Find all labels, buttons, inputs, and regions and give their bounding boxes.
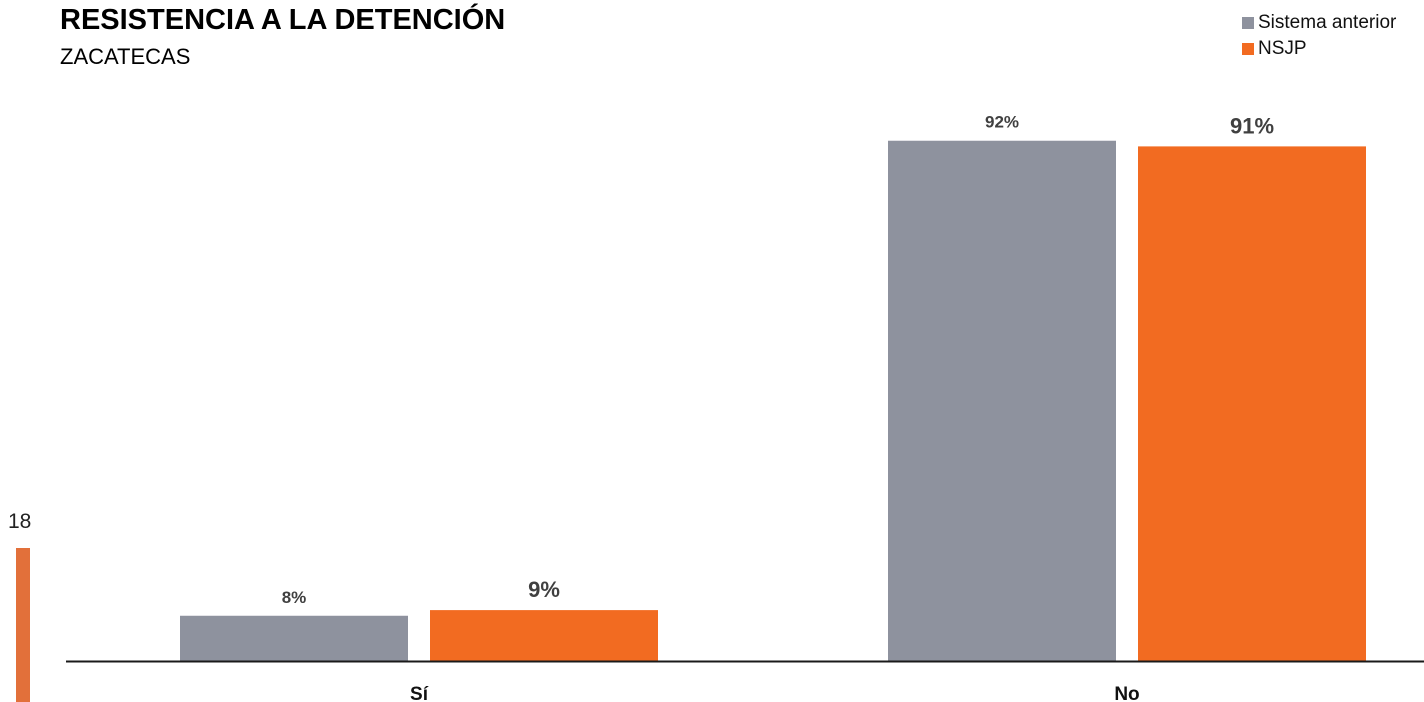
data-label-sistema-anterior-no: 92% xyxy=(985,113,1019,132)
bar-sistema-anterior-si xyxy=(180,615,408,661)
legend-item-nsjp: NSJP xyxy=(1242,36,1396,62)
bar-nsjp-si xyxy=(430,610,658,661)
legend-swatch-nsjp xyxy=(1242,43,1254,55)
bar-nsjp-no xyxy=(1138,146,1366,661)
legend-item-sistema-anterior: Sistema anterior xyxy=(1242,10,1396,36)
legend-swatch-sistema-anterior xyxy=(1242,17,1254,29)
chart-subtitle: ZACATECAS xyxy=(60,44,191,69)
data-label-nsjp-si: 9% xyxy=(528,577,560,602)
data-label-sistema-anterior-si: 8% xyxy=(282,588,307,607)
legend: Sistema anterior NSJP xyxy=(1242,10,1396,62)
category-label-no: No xyxy=(1114,684,1139,702)
category-label-si: Sí xyxy=(410,684,429,702)
chart-title: RESISTENCIA A LA DETENCIÓN xyxy=(60,4,506,36)
data-label-nsjp-no: 91% xyxy=(1230,113,1274,138)
page-number: 18 xyxy=(8,510,32,533)
legend-label-sistema-anterior: Sistema anterior xyxy=(1258,12,1397,33)
bar-sistema-anterior-no xyxy=(888,140,1116,662)
page-accent-bar xyxy=(16,548,30,702)
legend-label-nsjp: NSJP xyxy=(1258,38,1307,59)
